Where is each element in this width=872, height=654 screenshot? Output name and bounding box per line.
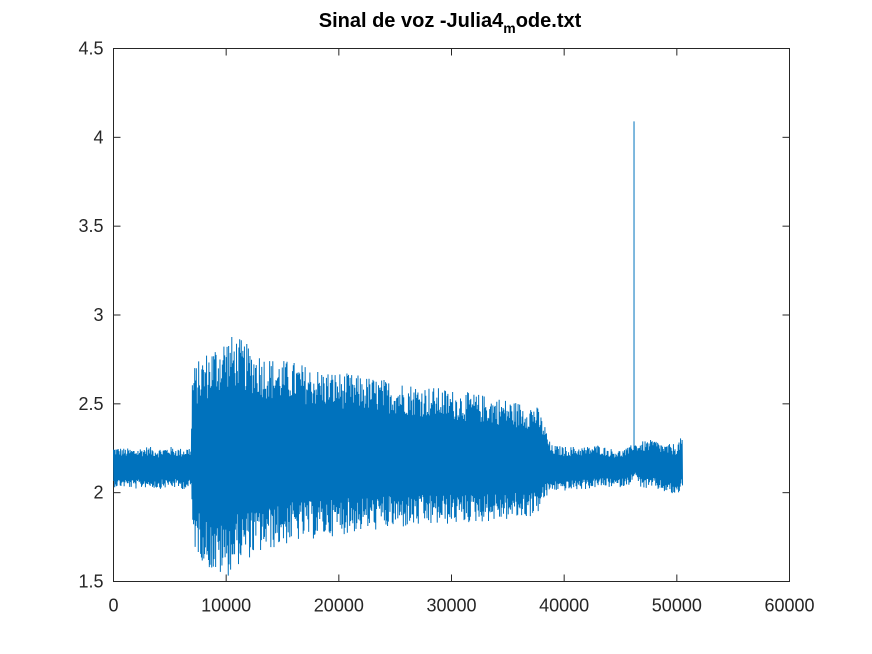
- chart-title-prefix: Sinal de voz -Julia4: [319, 10, 504, 32]
- y-tick-label: 3: [93, 305, 103, 325]
- chart-title: Sinal de voz -Julia4mode.txt: [319, 10, 582, 36]
- y-tick-label: 3.5: [78, 216, 103, 236]
- chart-title-suffix: ode.txt: [516, 10, 582, 32]
- x-tick-label: 50000: [652, 596, 702, 616]
- y-tick-label: 4: [93, 127, 103, 147]
- x-tick-label: 10000: [201, 596, 251, 616]
- x-tick-label: 0: [108, 596, 118, 616]
- x-tick-label: 30000: [426, 596, 476, 616]
- series-line: [113, 336, 684, 576]
- plot-area: [113, 48, 790, 582]
- x-tick-label: 60000: [764, 596, 814, 616]
- y-tick-label: 2.5: [78, 394, 103, 414]
- y-tick-label: 2: [93, 483, 103, 503]
- x-tick-label: 20000: [314, 596, 364, 616]
- y-tick-label: 1.5: [78, 572, 103, 592]
- x-tick-label: 40000: [539, 596, 589, 616]
- chart-title-subscript: m: [503, 20, 515, 36]
- y-tick-label: 4.5: [78, 39, 103, 59]
- y-axis: 1.5 2 2.5 3 3.5 4 4.5: [78, 39, 790, 592]
- x-axis: 0 10000 20000 30000 40000 50000 60000: [108, 48, 815, 616]
